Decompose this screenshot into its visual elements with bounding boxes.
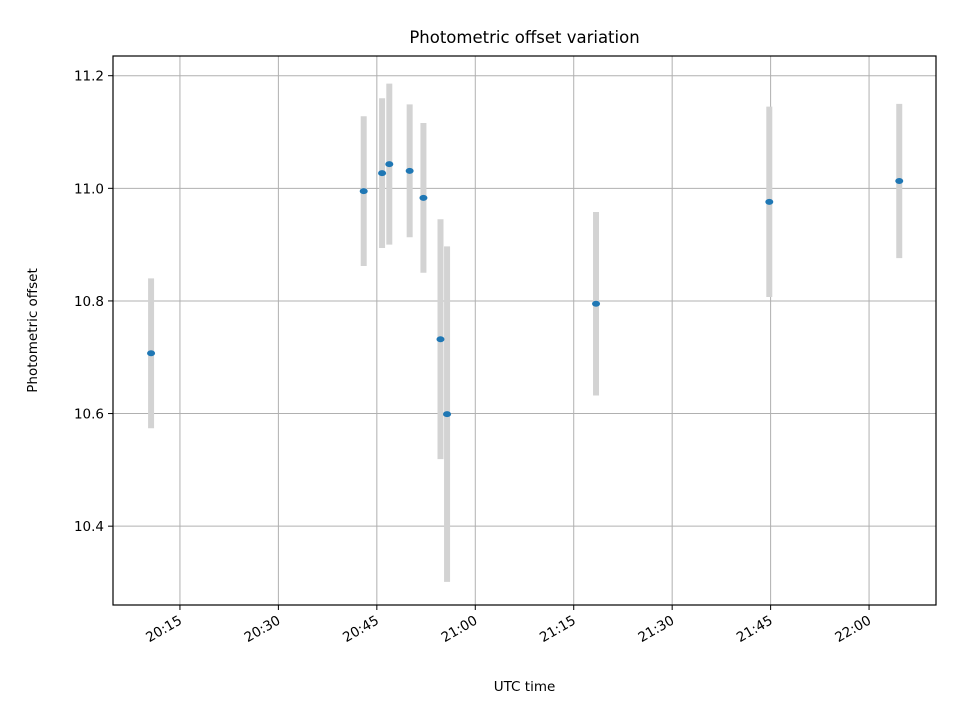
y-tick-label: 10.6 bbox=[74, 407, 104, 423]
y-tick-label: 11.2 bbox=[74, 69, 104, 85]
data-points bbox=[147, 161, 904, 418]
grid-lines bbox=[113, 56, 936, 605]
y-tick-label: 10.4 bbox=[74, 519, 104, 535]
data-point bbox=[436, 336, 445, 343]
y-tick-label: 10.8 bbox=[74, 294, 104, 310]
data-point bbox=[405, 167, 414, 174]
data-point bbox=[895, 178, 904, 185]
x-axis-label: UTC time bbox=[494, 679, 556, 695]
data-point bbox=[385, 161, 394, 168]
data-point bbox=[147, 350, 156, 357]
y-tick-label: 11.0 bbox=[74, 181, 104, 197]
plot-frame bbox=[112, 55, 937, 606]
data-point bbox=[378, 170, 387, 177]
data-point bbox=[419, 194, 428, 201]
chart-title: Photometric offset variation bbox=[409, 28, 639, 47]
data-point bbox=[592, 300, 601, 307]
data-point bbox=[359, 188, 368, 195]
y-axis-label: Photometric offset bbox=[25, 268, 41, 392]
data-point bbox=[765, 198, 774, 205]
data-point bbox=[443, 411, 452, 418]
